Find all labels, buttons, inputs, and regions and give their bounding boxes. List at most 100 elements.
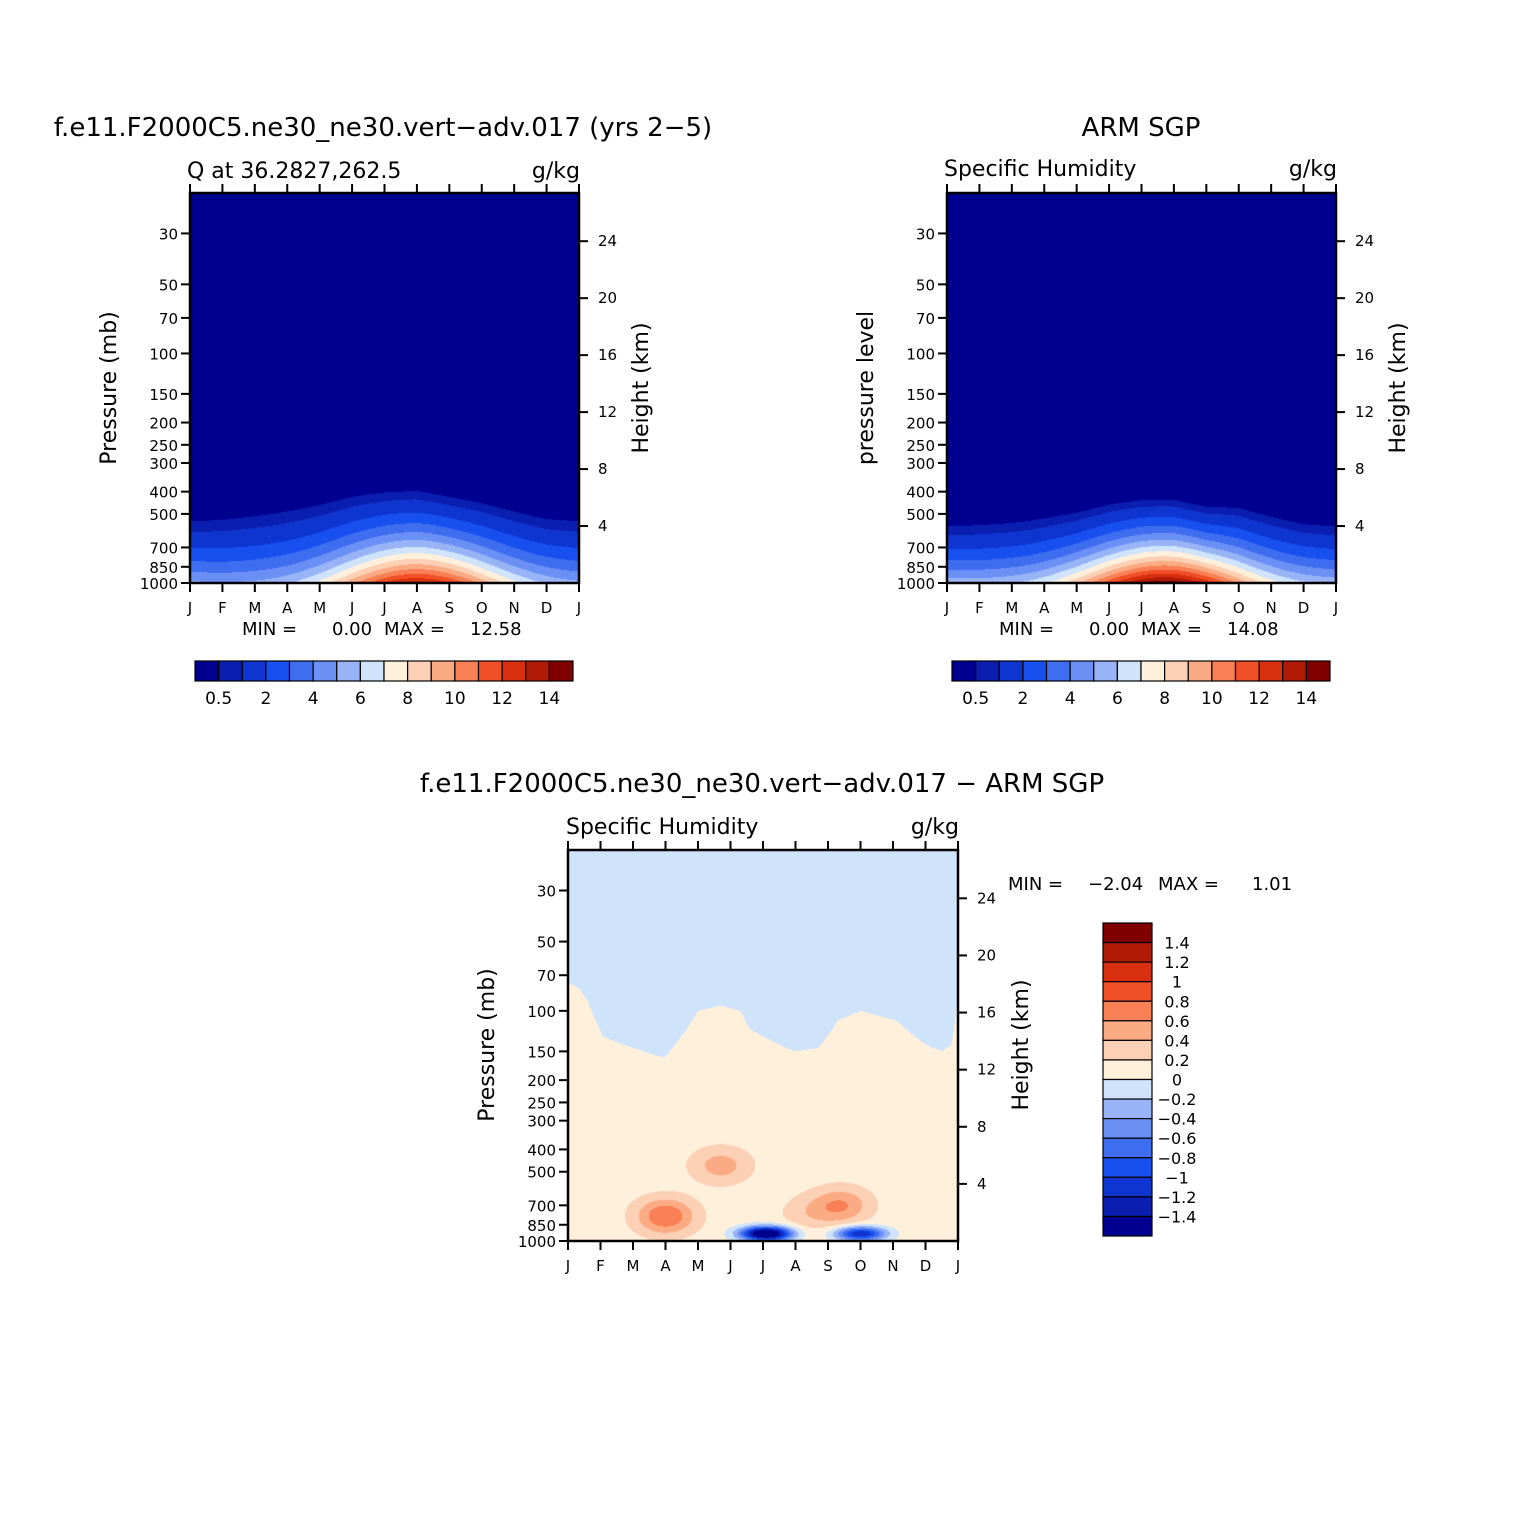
y-tick-label: 300 [149, 455, 178, 473]
y-tick-label: 200 [149, 415, 178, 433]
colorbar-box [1102, 1020, 1153, 1041]
x-tick-label: D [1298, 599, 1310, 617]
panel-subtitle: Specific Humidity [566, 815, 758, 840]
colorbar-box [548, 660, 574, 682]
min-value: 0.00 [332, 619, 372, 640]
colorbar-box [1102, 1157, 1153, 1178]
colorbar-box [1102, 981, 1153, 1002]
max-value: 14.08 [1227, 619, 1279, 640]
colorbar-label: 12 [1248, 689, 1270, 709]
x-tick-label: N [1266, 599, 1277, 617]
panel-subtitle: Q at 36.2827,262.5 [187, 159, 401, 184]
colorbar-box [218, 660, 243, 682]
panel-model-q: f.e11.F2000C5.ne30_ne30.vert−adv.017 (yr… [54, 113, 712, 709]
colorbar-box [194, 660, 220, 682]
max-label: MAX = [1158, 874, 1219, 895]
colorbar-label: 0.5 [962, 689, 989, 709]
y-right-tick-label: 20 [598, 289, 617, 307]
colorbar-box [477, 660, 503, 682]
x-tick-label: F [596, 1257, 605, 1275]
colorbar-label: 0.5 [205, 689, 232, 709]
colorbar-box [1211, 660, 1237, 682]
x-tick-label: J [955, 1257, 960, 1275]
colorbar-box [265, 660, 291, 682]
x-tick-label: J [760, 1257, 765, 1275]
x-tick-label: S [823, 1257, 833, 1275]
y-right-tick-label: 24 [598, 232, 617, 250]
x-tick-label: N [887, 1257, 898, 1275]
colorbar-box [1022, 660, 1048, 682]
x-tick-label: J [1106, 599, 1111, 617]
colorbar-label: 0.6 [1164, 1012, 1189, 1031]
y-right-tick-label: 4 [977, 1175, 987, 1193]
colorbar-box [951, 660, 977, 682]
colorbar-box [1069, 660, 1095, 682]
x-tick-label: M [627, 1257, 640, 1275]
y-right-tick-label: 16 [977, 1004, 996, 1022]
panel-units: g/kg [911, 815, 959, 840]
colorbar-label: 1.4 [1164, 934, 1189, 953]
y-axis-right-label: Height (km) [1386, 322, 1411, 453]
colorbar-box [1093, 660, 1118, 682]
x-tick-label: S [1202, 599, 1212, 617]
colorbar-box [1102, 1176, 1153, 1198]
y-right-tick-label: 8 [977, 1118, 987, 1136]
x-tick-label: J [187, 599, 192, 617]
x-tick-label: J [1333, 599, 1338, 617]
x-tick-label: F [218, 599, 227, 617]
y-tick-label: 70 [537, 967, 556, 985]
y-tick-label: 400 [149, 484, 178, 502]
colorbar-box [288, 660, 314, 682]
y-tick-label: 300 [906, 455, 935, 473]
panel-subtitle: Specific Humidity [944, 157, 1136, 182]
y-tick-label: 150 [527, 1043, 556, 1061]
colorbar-label: 1.2 [1164, 953, 1189, 972]
colorbar-label: −1.4 [1158, 1207, 1197, 1226]
x-tick-label: O [1233, 599, 1245, 617]
y-tick-label: 700 [906, 539, 935, 557]
panel-units: g/kg [532, 159, 580, 184]
colorbar-label: −0.2 [1158, 1090, 1197, 1109]
colorbar-label: 8 [402, 689, 413, 709]
colorbar-box [1102, 1137, 1153, 1159]
colorbar-box [454, 660, 480, 682]
colorbar-box [1102, 1000, 1153, 1022]
colorbar-box [1282, 660, 1307, 682]
y-tick-label: 30 [537, 883, 556, 901]
colorbar-label: 10 [1201, 689, 1223, 709]
panel-units: g/kg [1289, 157, 1337, 182]
colorbar-box [1102, 922, 1153, 944]
x-tick-label: O [855, 1257, 867, 1275]
colorbar-box [407, 660, 432, 682]
y-tick-label: 850 [527, 1217, 556, 1235]
colorbar-box [336, 660, 361, 682]
y-right-tick-label: 8 [598, 460, 608, 478]
y-tick-label: 250 [906, 437, 935, 455]
y-right-tick-label: 20 [977, 946, 996, 964]
contour-field-0 [190, 193, 579, 583]
contour-field-2 [568, 850, 958, 1241]
colorbar-box [975, 660, 1000, 682]
y-tick-label: 400 [906, 484, 935, 502]
y-tick-label: 850 [906, 559, 935, 577]
y-right-tick-label: 16 [598, 346, 617, 364]
min-label: MIN = [1008, 874, 1063, 895]
colorbar-label: 8 [1159, 689, 1170, 709]
x-tick-label: M [1070, 599, 1083, 617]
y-right-tick-label: 8 [1355, 460, 1365, 478]
max-value: 12.58 [470, 619, 522, 640]
x-tick-label: M [313, 599, 326, 617]
x-tick-label: J [576, 599, 581, 617]
x-tick-label: M [692, 1257, 705, 1275]
colorbar-label: −0.8 [1158, 1149, 1197, 1168]
y-tick-label: 70 [159, 310, 178, 328]
x-tick-label: A [412, 599, 423, 617]
colorbar-box [359, 660, 385, 682]
colorbar-box [430, 660, 456, 682]
y-right-tick-label: 12 [598, 403, 617, 421]
y-tick-label: 50 [537, 934, 556, 952]
y-right-tick-label: 20 [1355, 289, 1374, 307]
x-tick-label: D [541, 599, 553, 617]
panel-title: f.e11.F2000C5.ne30_ne30.vert−adv.017 − A… [420, 769, 1104, 799]
